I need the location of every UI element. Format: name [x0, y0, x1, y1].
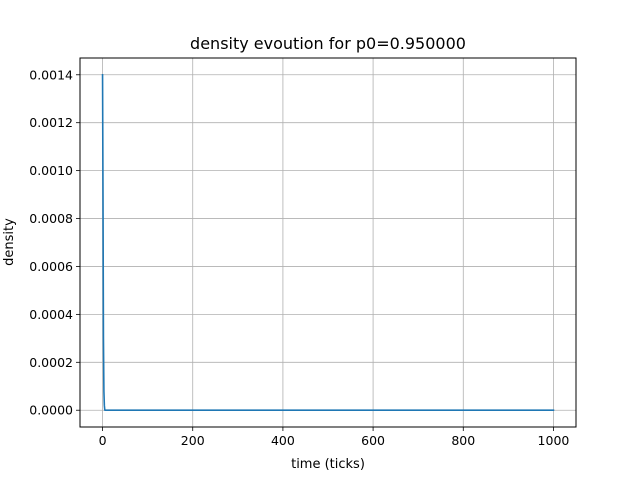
- y-tick-label: 0.0000: [29, 403, 73, 418]
- x-tick-label: 200: [181, 433, 205, 448]
- y-tick-label: 0.0014: [29, 67, 73, 82]
- grid: [80, 58, 576, 427]
- series-layer: [101, 73, 555, 412]
- y-tick-label: 0.0008: [29, 211, 73, 226]
- x-tick-label: 800: [451, 433, 475, 448]
- y-tick-label: 0.0010: [29, 163, 73, 178]
- y-axis-label: density: [2, 218, 17, 266]
- y-tick-label: 0.0012: [29, 115, 73, 130]
- y-tick-label: 0.0006: [29, 259, 73, 274]
- x-tick-label: 1000: [538, 433, 570, 448]
- x-tick-label: 400: [271, 433, 295, 448]
- density-line: [101, 73, 555, 412]
- plot-frame: [79, 57, 577, 428]
- ticks: 0 200 400 600 800 1000 0.0000 0.0002 0.0004 0.000…: [29, 67, 569, 448]
- chart-title: density evoution for p0=0.950000: [190, 34, 466, 53]
- y-tick-label: 0.0004: [29, 307, 73, 322]
- x-tick-label: 600: [361, 433, 385, 448]
- y-tick-label: 0.0002: [29, 355, 73, 370]
- x-axis-label: time (ticks): [291, 457, 365, 472]
- x-tick-label: 0: [99, 433, 107, 448]
